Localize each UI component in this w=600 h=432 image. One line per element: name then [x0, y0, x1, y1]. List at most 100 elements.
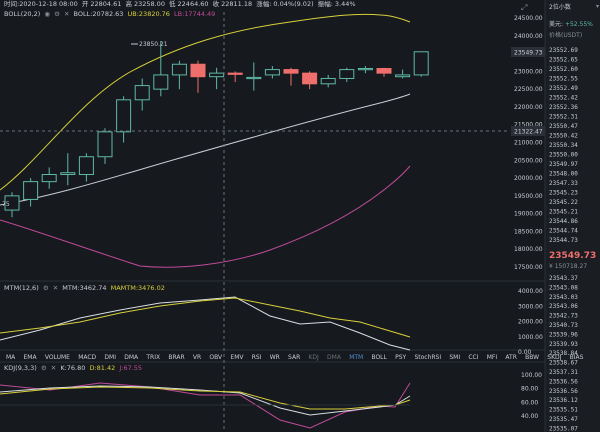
- crosshair-price-tag-text: 21322.47: [514, 129, 543, 136]
- tab-emv[interactable]: EMV: [230, 354, 244, 361]
- candle-body: [413, 51, 429, 76]
- tab-bbw[interactable]: BBW: [525, 354, 540, 361]
- tab-rsi[interactable]: RSI: [251, 354, 262, 361]
- ask-price: 23545.23: [549, 190, 578, 197]
- time-label: 时间:2020-12-18 08:00: [4, 0, 78, 8]
- ask-price: 23552.69: [549, 47, 578, 54]
- ask-price: 23544.86: [549, 218, 578, 225]
- eye-icon[interactable]: ◉: [44, 10, 50, 18]
- tab-psy[interactable]: PSY: [395, 354, 407, 361]
- boll-lower-band: [0, 165, 411, 268]
- candle-body: [320, 77, 336, 85]
- mtm-title: MTM(12,6): [4, 284, 39, 292]
- close-icon[interactable]: ✕: [63, 10, 70, 18]
- tab-wr[interactable]: WR: [269, 354, 280, 361]
- bid-price: 23535.51: [549, 407, 578, 414]
- boll-middle-band: [0, 93, 411, 206]
- tab-obv[interactable]: OBV: [209, 354, 223, 361]
- tab-kdj[interactable]: KDJ: [308, 354, 319, 361]
- candle-body: [357, 68, 373, 71]
- change-label: 涨幅:: [256, 0, 272, 8]
- tab-cci[interactable]: CCI: [468, 354, 479, 361]
- candle-body: [60, 172, 76, 176]
- change-percent: +52.55%: [564, 21, 593, 28]
- kdj-axis: 100.00 80.00 60.00 40.00: [521, 372, 542, 420]
- tab-brar[interactable]: BRAR: [168, 354, 185, 361]
- kdj-d-line: [0, 386, 411, 410]
- ask-list: 23552.69 23552.65 23552.60 23552.55 23552.49…: [549, 47, 578, 244]
- ask-price: 23552.42: [549, 95, 578, 102]
- ask-price: 23552.31: [549, 114, 578, 121]
- candle-body: [97, 131, 113, 158]
- ask-price: 23544.73: [549, 237, 578, 244]
- tab-dmi[interactable]: DMI: [104, 354, 116, 361]
- tab-smi[interactable]: SMI: [449, 354, 461, 361]
- tab-mfi[interactable]: MFI: [486, 354, 498, 361]
- mtm-axis: 4000.00 3000.00 2000.00 1000.00 0.00: [518, 288, 543, 356]
- mtm-axis-tick: 2000.00: [518, 319, 543, 326]
- candle-body: [41, 174, 57, 183]
- mamtm-line: [0, 297, 411, 338]
- candle-body: [395, 74, 411, 78]
- tab-bias[interactable]: BIAS: [569, 354, 584, 361]
- bid-price: 23543.03: [549, 294, 578, 301]
- mtm-line: [0, 296, 411, 351]
- settings-icon[interactable]: ⚙: [54, 10, 60, 18]
- left-edge-value: 75: [2, 201, 10, 208]
- settings-icon[interactable]: ⚙: [40, 364, 47, 372]
- candle-body: [302, 72, 318, 85]
- close-icon[interactable]: ✕: [50, 364, 57, 372]
- bid-price: 23535.47: [549, 416, 578, 423]
- tab-dma-2[interactable]: DMA: [327, 354, 341, 361]
- mtm-legend: MTM(12,6) ⚙ ✕ MTM:3462.74 MAMTM:3476.02: [4, 284, 167, 293]
- low-label: 低: [169, 0, 176, 8]
- bid-price: 23542.73: [549, 313, 578, 320]
- tab-skdj[interactable]: SKDJ: [547, 354, 562, 361]
- candle-body: [153, 74, 169, 90]
- indicator-tab-bar: MA EMA VOLUME MACD DMI DMA TRIX BRAR VR …: [6, 353, 589, 361]
- ohlc-header: 时间:2020-12-18 08:00 开 22804.61 高 23258.00 …: [4, 0, 358, 9]
- candle-body: [23, 181, 39, 200]
- tab-boll[interactable]: BOLL: [371, 354, 387, 361]
- close-icon[interactable]: ✕: [52, 284, 59, 292]
- amp-value: 3.44%: [334, 0, 356, 8]
- price-axis-tick: 24500.00: [514, 15, 543, 22]
- tab-macd[interactable]: MACD: [78, 354, 97, 361]
- orderbook-panel: 2位小数 ▾ 美元: +52.55% 价格(USDT): [549, 2, 599, 39]
- candle-body: [264, 69, 280, 76]
- tab-dma[interactable]: DMA: [124, 354, 139, 361]
- tab-vr[interactable]: VR: [192, 354, 202, 361]
- tab-ma[interactable]: MA: [6, 354, 16, 361]
- tab-atr[interactable]: ATR: [505, 354, 517, 361]
- tab-volume[interactable]: VOLUME: [44, 354, 70, 361]
- tab-ema[interactable]: EMA: [23, 354, 37, 361]
- price-axis-tick: 19500.00: [514, 193, 543, 200]
- candle-body: [283, 69, 299, 74]
- price-axis-tick: 19000.00: [514, 211, 543, 218]
- current-price-tag-text: 23549.73: [514, 50, 543, 57]
- last-price-fiat: ¥ 150718.27: [549, 263, 587, 270]
- ask-price: 23550.42: [549, 133, 578, 140]
- orderbook-background: [545, 0, 600, 432]
- kdj-axis-tick: 60.00: [521, 399, 538, 406]
- ask-price: 23545.22: [549, 199, 578, 206]
- orderbook-precision-select[interactable]: 2位小数 ▾: [549, 2, 599, 11]
- kdj-axis-tick: 80.00: [521, 386, 538, 393]
- tab-stochrsi[interactable]: StochRSI: [414, 354, 442, 361]
- mtm-value: MTM:3462.74: [62, 284, 107, 292]
- expand-icon[interactable]: ⤢: [521, 3, 528, 12]
- boll-mid-value: BOLL:20782.63: [73, 10, 124, 18]
- kdj-legend: KDJ(9,3,3) ⚙ ✕ K:76.80 D:81.42 J:67.55: [4, 364, 144, 373]
- mtm-axis-tick: 4000.00: [518, 288, 543, 295]
- kdj-k-line: [0, 385, 411, 416]
- tab-mtm[interactable]: MTM: [349, 354, 364, 361]
- settings-icon[interactable]: ⚙: [42, 284, 49, 292]
- kdj-axis-tick: 40.00: [521, 413, 538, 420]
- boll-lb-value: LB:17744.49: [174, 10, 216, 18]
- boll-legend: BOLL(20,2) ◉ ⚙ ✕ BOLL:20782.63 UB:23820.…: [4, 10, 217, 19]
- tab-sar[interactable]: SAR: [288, 354, 301, 361]
- candle-body: [339, 69, 355, 79]
- price-axis-tick: 20500.00: [514, 157, 543, 164]
- tab-trix[interactable]: TRIX: [146, 354, 161, 361]
